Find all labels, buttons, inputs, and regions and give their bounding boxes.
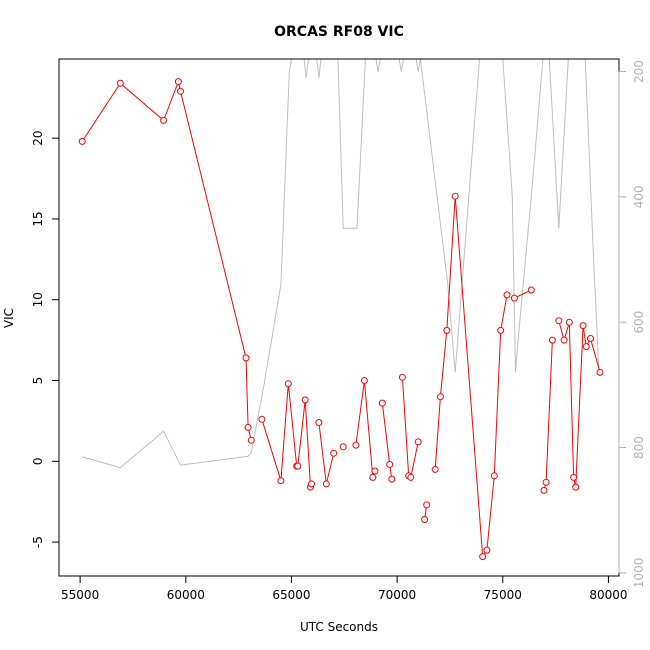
vic-line-segment [434, 196, 508, 559]
vic-point [284, 380, 292, 388]
vic-point [579, 322, 587, 330]
vic-point [565, 318, 573, 326]
y-tick-label: 5 [31, 377, 45, 385]
vic-point [315, 419, 323, 426]
y-tick-label: 15 [31, 211, 45, 226]
plot-frame [58, 58, 620, 577]
vic-point [510, 294, 518, 302]
right-y-tick-label: 600 [632, 311, 646, 334]
vic-point [451, 192, 459, 200]
vic-point [294, 462, 302, 470]
y-tick-label: 10 [31, 292, 45, 307]
x-axis: 55000 60000 65000 70000 75000 80000 [61, 575, 628, 602]
vic-point [555, 317, 563, 325]
right-y-tick-label: 200 [632, 60, 646, 83]
vic-series [78, 78, 604, 561]
x-tick-label: 80000 [589, 588, 627, 602]
vic-point [371, 467, 379, 475]
x-tick-label: 55000 [61, 588, 99, 602]
x-axis-label: UTC Seconds [300, 620, 378, 634]
vic-line-segment [355, 380, 376, 478]
vic-point [330, 449, 338, 457]
vic-point [540, 486, 548, 494]
x-tick-label: 65000 [272, 588, 310, 602]
vic-point [277, 477, 285, 485]
vic-point [596, 368, 604, 376]
vic-point [388, 475, 396, 483]
vic-point [369, 473, 377, 481]
vic-point [360, 377, 368, 384]
vic-point [339, 443, 347, 451]
x-tick-label: 60000 [167, 588, 205, 602]
vic-point [479, 553, 487, 561]
vic-point [490, 472, 498, 480]
vic-point [582, 343, 590, 351]
vic-point [560, 336, 568, 344]
vic-line-segment [81, 79, 252, 441]
right-y-tick-label: 1000 [632, 558, 646, 589]
vic-point [247, 436, 255, 444]
x-tick-label: 75000 [484, 588, 522, 602]
vic-point [301, 396, 309, 404]
vic-point [503, 291, 511, 299]
right-y-tick-label: 800 [632, 436, 646, 459]
y-tick-label: 20 [31, 131, 45, 146]
vic-point [116, 79, 124, 87]
vic-point [386, 461, 394, 468]
vic-point [322, 480, 330, 488]
vic-point [443, 326, 451, 334]
vic-point [177, 87, 184, 95]
vic-point [407, 473, 415, 481]
vic-point [548, 336, 556, 344]
y-axis-label: VIC [2, 308, 16, 328]
vic-point [258, 415, 266, 423]
chart-title: ORCAS RF08 VIC [274, 24, 404, 40]
vic-point [174, 78, 182, 86]
secondary-series-line [82, 59, 600, 469]
vic-point [78, 137, 86, 145]
vic-point [378, 399, 386, 407]
vic-point [572, 483, 580, 491]
right-y-tick-label: 400 [632, 185, 646, 208]
vic-point [483, 546, 491, 554]
right-y-axis: 200 400 600 800 1000 [618, 60, 646, 589]
vic-point [414, 438, 422, 446]
y-axis: -5 0 5 10 15 20 [31, 131, 60, 548]
vic-point [352, 441, 360, 449]
vic-point [421, 516, 429, 523]
vic-point [587, 335, 594, 342]
vic-point [423, 501, 431, 509]
vic-point [398, 373, 406, 381]
vic-point [160, 116, 168, 124]
vic-point [244, 423, 252, 431]
vic-point [527, 286, 535, 294]
vic-point [497, 326, 505, 334]
y-tick-label: 0 [31, 457, 45, 465]
vic-point [308, 480, 315, 488]
vic-line-segment [543, 340, 553, 491]
vic-point [542, 478, 550, 486]
vic-point [431, 465, 439, 473]
vic-point [436, 393, 444, 401]
vic-point [242, 354, 250, 362]
x-tick-label: 70000 [378, 588, 416, 602]
vic-line-segment [558, 320, 601, 488]
secondary-series [82, 59, 600, 469]
vic-line-segment [401, 377, 419, 479]
y-tick-label: -5 [31, 536, 45, 548]
vic-point [570, 473, 578, 481]
